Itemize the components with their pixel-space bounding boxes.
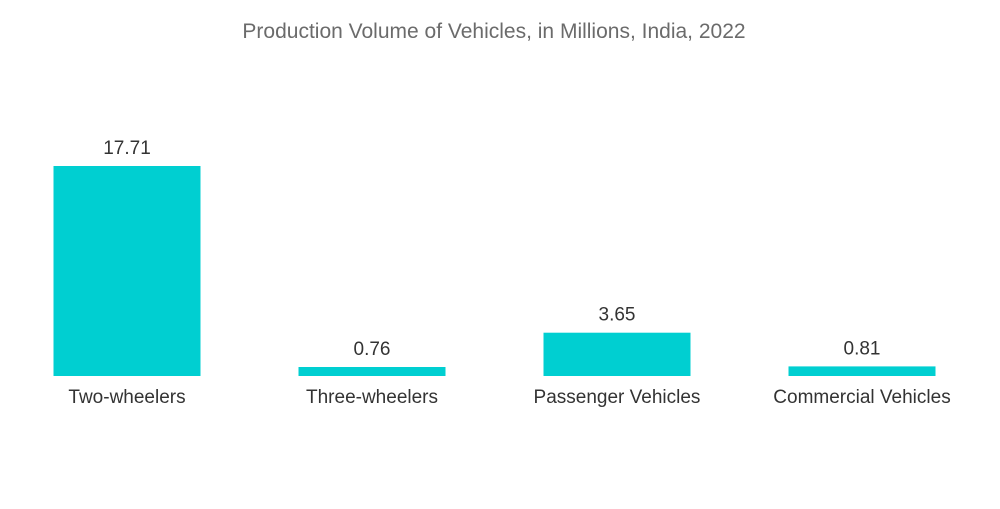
x-tick-label-commercial-vehicles: Commercial Vehicles (773, 387, 950, 408)
value-label-two-wheelers: 17.71 (103, 138, 151, 159)
x-tick-label-passenger-vehicles: Passenger Vehicles (534, 387, 701, 408)
bar-three-wheelers (298, 367, 446, 376)
x-axis-tick-labels: Two-wheelers Three-wheelers Passenger Vehi… (68, 387, 950, 408)
value-label-passenger-vehicles: 3.65 (599, 305, 636, 326)
bar-commercial-vehicles (788, 366, 936, 376)
bar-two-wheelers (53, 166, 201, 376)
x-tick-label-three-wheelers: Three-wheelers (306, 387, 438, 408)
value-label-commercial-vehicles: 0.81 (844, 338, 881, 359)
x-tick-label-two-wheelers: Two-wheelers (68, 387, 185, 408)
value-label-three-wheelers: 0.76 (354, 339, 391, 360)
bar-passenger-vehicles (543, 332, 691, 376)
value-labels-layer: 17.71 0.76 3.65 0.81 (103, 138, 880, 360)
chart-title: Production Volume of Vehicles, in Millio… (242, 20, 745, 43)
bars-layer (53, 166, 936, 376)
